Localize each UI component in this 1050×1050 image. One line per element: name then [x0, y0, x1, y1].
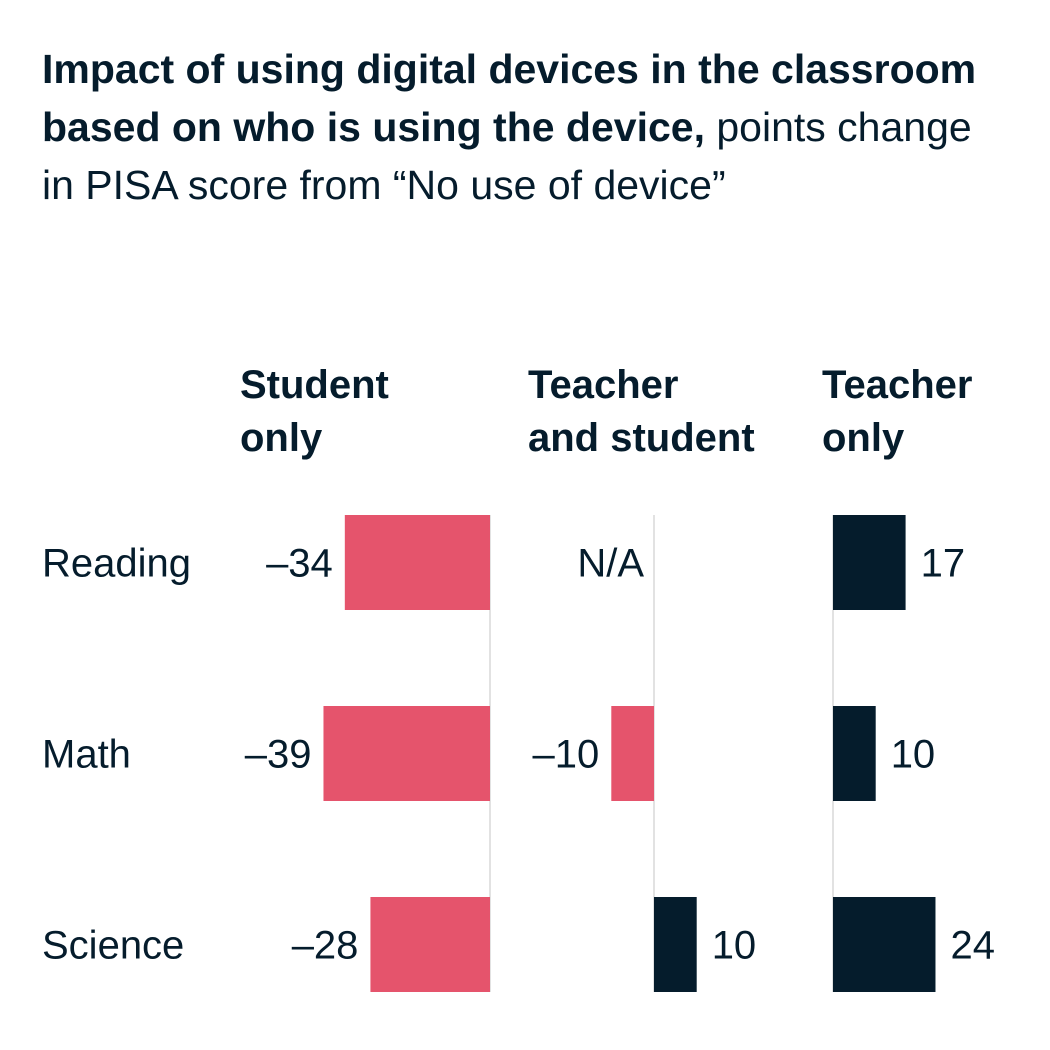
- series-header: Student: [240, 363, 389, 407]
- bar: [323, 706, 490, 801]
- data-label: –28: [292, 924, 359, 968]
- bar: [833, 706, 876, 801]
- series-header: only: [240, 416, 323, 460]
- series-header: Teacher: [528, 363, 678, 407]
- category-label-math: Math: [42, 733, 131, 777]
- data-label: –10: [533, 733, 600, 777]
- data-label: 17: [921, 542, 966, 586]
- bar: [833, 897, 936, 992]
- data-label: N/A: [577, 542, 644, 586]
- category-label-science: Science: [42, 924, 184, 968]
- series-header: only: [822, 416, 905, 460]
- data-label: 24: [950, 924, 995, 968]
- bar: [344, 515, 490, 610]
- bar: [833, 515, 906, 610]
- series-header: and student: [528, 416, 755, 460]
- chart-title: Impact of using digital devices in the c…: [42, 40, 982, 214]
- bar: [654, 897, 697, 992]
- data-label: 10: [891, 733, 936, 777]
- category-label-reading: Reading: [42, 542, 191, 586]
- bar: [370, 897, 490, 992]
- title-bold: Impact of using digital devices in the c…: [42, 46, 977, 150]
- data-label: 10: [712, 924, 757, 968]
- series-header: Teacher: [822, 363, 972, 407]
- bar: [611, 706, 654, 801]
- data-label: –39: [245, 733, 312, 777]
- data-label: –34: [266, 542, 333, 586]
- subtitle: points change in PISA score from “No use…: [42, 104, 972, 208]
